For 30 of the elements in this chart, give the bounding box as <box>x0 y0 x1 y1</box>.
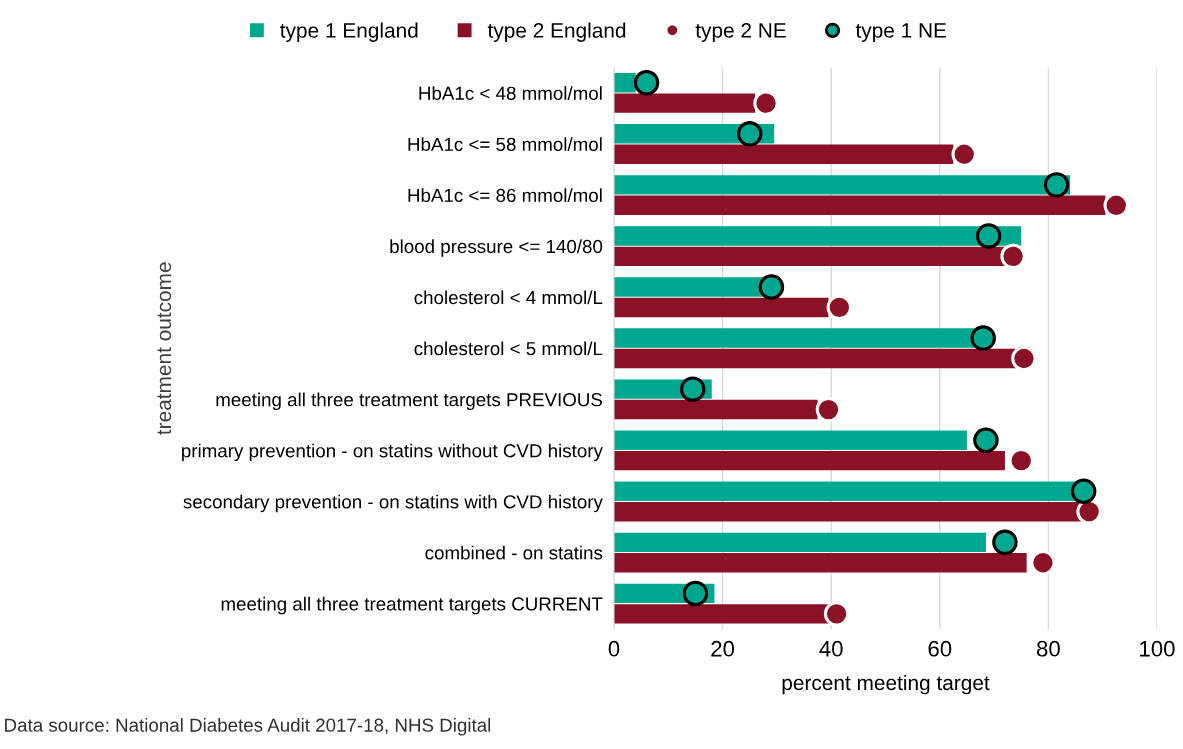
x-axis-title: percent meeting target <box>782 674 990 695</box>
legend-label: type 2 NE <box>695 23 786 42</box>
bar <box>613 226 1022 246</box>
y-tick-label: cholesterol < 4 mmol/L <box>414 290 603 305</box>
x-tick-label: 60 <box>928 640 952 657</box>
legend-label: type 1 NE <box>855 23 947 42</box>
y-axis-title: treatment outcome <box>157 262 172 435</box>
x-tick-label: 0 <box>608 640 620 657</box>
y-tick-label: primary prevention - on statins without CVD history <box>182 443 603 462</box>
y-tick-label: cholesterol < 5 mmol/L <box>414 341 603 356</box>
x-tick-label: 100 <box>1140 640 1175 657</box>
y-tick-label: combined - on statins <box>425 545 603 560</box>
legend-label: type 2 England <box>487 22 626 42</box>
x-tick-label: 20 <box>711 640 735 657</box>
bar <box>613 450 1005 471</box>
legend-label: type 1 England <box>280 22 418 42</box>
x-tick-label: 40 <box>819 640 843 657</box>
bar <box>613 175 1071 195</box>
y-tick-label: HbA1c < 48 mmol/mol <box>419 86 602 100</box>
bar <box>613 430 967 450</box>
bar <box>613 532 986 553</box>
y-tick-label: secondary prevention - on statins with CVD history <box>183 494 603 513</box>
y-tick-label: HbA1c <= 86 mmol/mol <box>408 188 602 203</box>
x-tick-label: 80 <box>1036 640 1060 657</box>
y-tick-label: HbA1c <= 58 mmol/mol <box>408 137 602 151</box>
y-tick-label: meeting all three treatment targets CURRENT <box>221 596 603 615</box>
bar <box>613 553 1027 573</box>
y-tick-label: meeting all three treatment targets PREVIOUS <box>216 392 603 411</box>
y-tick-label: blood pressure <= 140/80 <box>390 239 603 257</box>
source-note: Data source: National Diabetes Audit 2017-18, NHS Digital <box>5 718 491 736</box>
